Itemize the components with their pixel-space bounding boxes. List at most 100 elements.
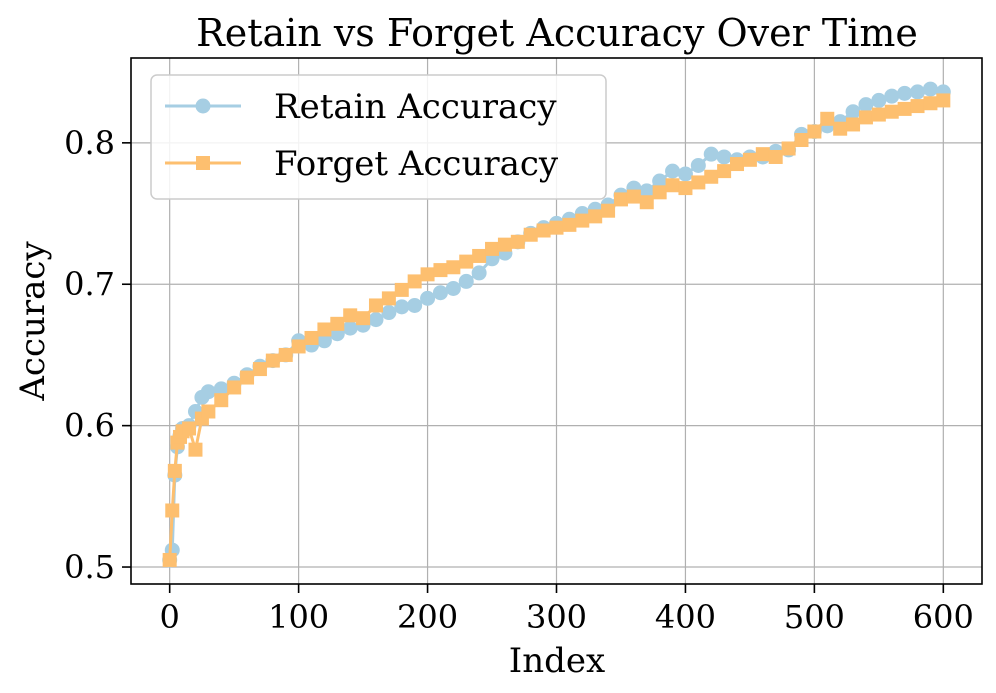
legend-item: Forget Accuracy [165, 144, 559, 184]
data-point [845, 104, 861, 120]
data-point [420, 290, 436, 306]
data-point [368, 312, 384, 328]
data-point [368, 298, 383, 313]
x-tick-label: 300 [526, 598, 587, 636]
chart-title: Retain vs Forget Accuracy Over Time [196, 11, 918, 55]
legend-item: Retain Accuracy [165, 87, 557, 127]
data-point [626, 189, 641, 204]
data-point [704, 169, 719, 184]
data-point [407, 297, 423, 313]
data-point [665, 178, 680, 193]
data-point [213, 381, 229, 397]
data-point [252, 362, 267, 377]
y-tick-label: 0.7 [64, 265, 115, 303]
data-point [342, 320, 358, 336]
data-point [690, 157, 706, 173]
data-point [936, 93, 951, 108]
data-point [639, 183, 655, 199]
data-point [562, 217, 577, 232]
data-point [871, 92, 887, 108]
data-point [265, 353, 280, 368]
data-point [394, 299, 410, 315]
x-tick-label: 400 [655, 598, 716, 636]
data-point [897, 85, 913, 101]
data-point [162, 552, 177, 567]
x-tick-label: 600 [913, 598, 974, 636]
data-point [316, 333, 332, 349]
data-point [549, 220, 564, 235]
data-point [858, 97, 874, 113]
x-tick-label: 200 [397, 598, 458, 636]
data-point [639, 195, 654, 210]
data-point [485, 241, 500, 256]
data-point [588, 209, 603, 224]
legend-box [150, 74, 607, 200]
data-point [716, 149, 732, 165]
data-point [717, 164, 732, 179]
y-tick-label: 0.8 [64, 124, 115, 162]
data-point [910, 84, 926, 100]
data-point [677, 166, 693, 182]
legend-marker [196, 156, 210, 170]
data-point [871, 107, 886, 122]
data-point [575, 213, 590, 228]
data-point [227, 380, 242, 395]
data-point [523, 227, 538, 242]
data-point [601, 203, 616, 218]
x-tick-label: 0 [160, 598, 180, 636]
data-point [768, 149, 783, 164]
y-tick-label: 0.6 [64, 407, 115, 445]
data-point [897, 101, 912, 116]
data-point [652, 173, 668, 189]
data-point [884, 104, 899, 119]
data-point [432, 285, 448, 301]
data-point [884, 88, 900, 104]
data-point [420, 267, 435, 282]
data-point [330, 316, 345, 331]
data-point [665, 163, 681, 179]
data-point [922, 81, 938, 97]
data-point [167, 463, 182, 478]
data-point [497, 237, 512, 252]
data-point [536, 223, 551, 238]
data-point [652, 185, 667, 200]
series-forget [162, 93, 951, 567]
data-point [858, 110, 873, 125]
data-point [278, 347, 293, 362]
data-point [291, 339, 306, 354]
data-point [317, 322, 332, 337]
axis-ticks: 0 100 200 300 400 500 600 0.5 0.6 0.7 0.8 [64, 124, 974, 636]
legend-label: Forget Accuracy [274, 144, 559, 184]
data-point [394, 282, 409, 297]
data-point [781, 141, 796, 156]
data-point [910, 99, 925, 114]
data-point [182, 421, 197, 436]
data-point [678, 181, 693, 196]
data-point [165, 503, 180, 518]
x-tick-label: 100 [268, 598, 329, 636]
data-point [459, 254, 474, 269]
data-point [691, 175, 706, 190]
data-point [407, 274, 422, 289]
x-axis-label: Index [509, 641, 605, 681]
data-point [356, 311, 371, 326]
data-point [730, 157, 745, 172]
data-point [304, 330, 319, 345]
y-tick-label: 0.5 [64, 548, 115, 586]
data-point [471, 265, 487, 281]
data-point [200, 384, 216, 400]
legend-label: Retain Accuracy [274, 87, 557, 127]
series-layer [162, 81, 951, 568]
data-point [472, 248, 487, 263]
data-point [343, 308, 358, 323]
data-point [703, 146, 719, 162]
data-point [833, 121, 848, 136]
data-point [755, 147, 770, 162]
legend-marker [195, 98, 211, 114]
data-point [794, 133, 809, 148]
data-point [381, 291, 396, 306]
data-point [240, 370, 255, 385]
data-point [807, 124, 822, 139]
data-point [458, 273, 474, 289]
